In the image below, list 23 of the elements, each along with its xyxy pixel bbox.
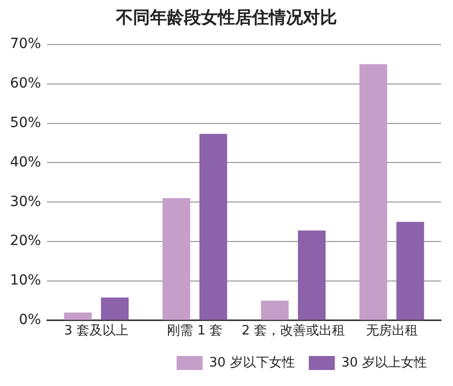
bar (199, 134, 228, 320)
x-tick-label: 无房出租 (366, 322, 418, 339)
bar (298, 230, 326, 320)
y-tick-label: 60% (10, 75, 42, 92)
bar (162, 198, 190, 320)
y-tick-label: 70% (10, 36, 42, 52)
y-tick-label: 40% (10, 154, 42, 170)
y-tick-label: 20% (10, 233, 42, 250)
y-tick-label: 10% (10, 272, 42, 289)
y-tick-label: 0% (18, 312, 42, 328)
bar (64, 312, 92, 320)
bar (396, 222, 424, 320)
y-tick-label: 30% (10, 194, 42, 210)
y-tick-label: 50% (10, 114, 42, 131)
bar (260, 300, 289, 320)
legend-label: 30 岁以下女性 (209, 355, 295, 370)
x-tick-label: 2 套，改善或出租 (242, 322, 345, 339)
bar (359, 64, 388, 320)
chart-title: 不同年龄段女性居住情况对比 (114, 7, 338, 30)
legend-label: 30 岁以上女性 (341, 355, 428, 370)
x-tick-label: 刚需 1 套 (167, 324, 223, 339)
x-tick-label: 3 套及以上 (64, 324, 129, 339)
bar (100, 298, 129, 320)
